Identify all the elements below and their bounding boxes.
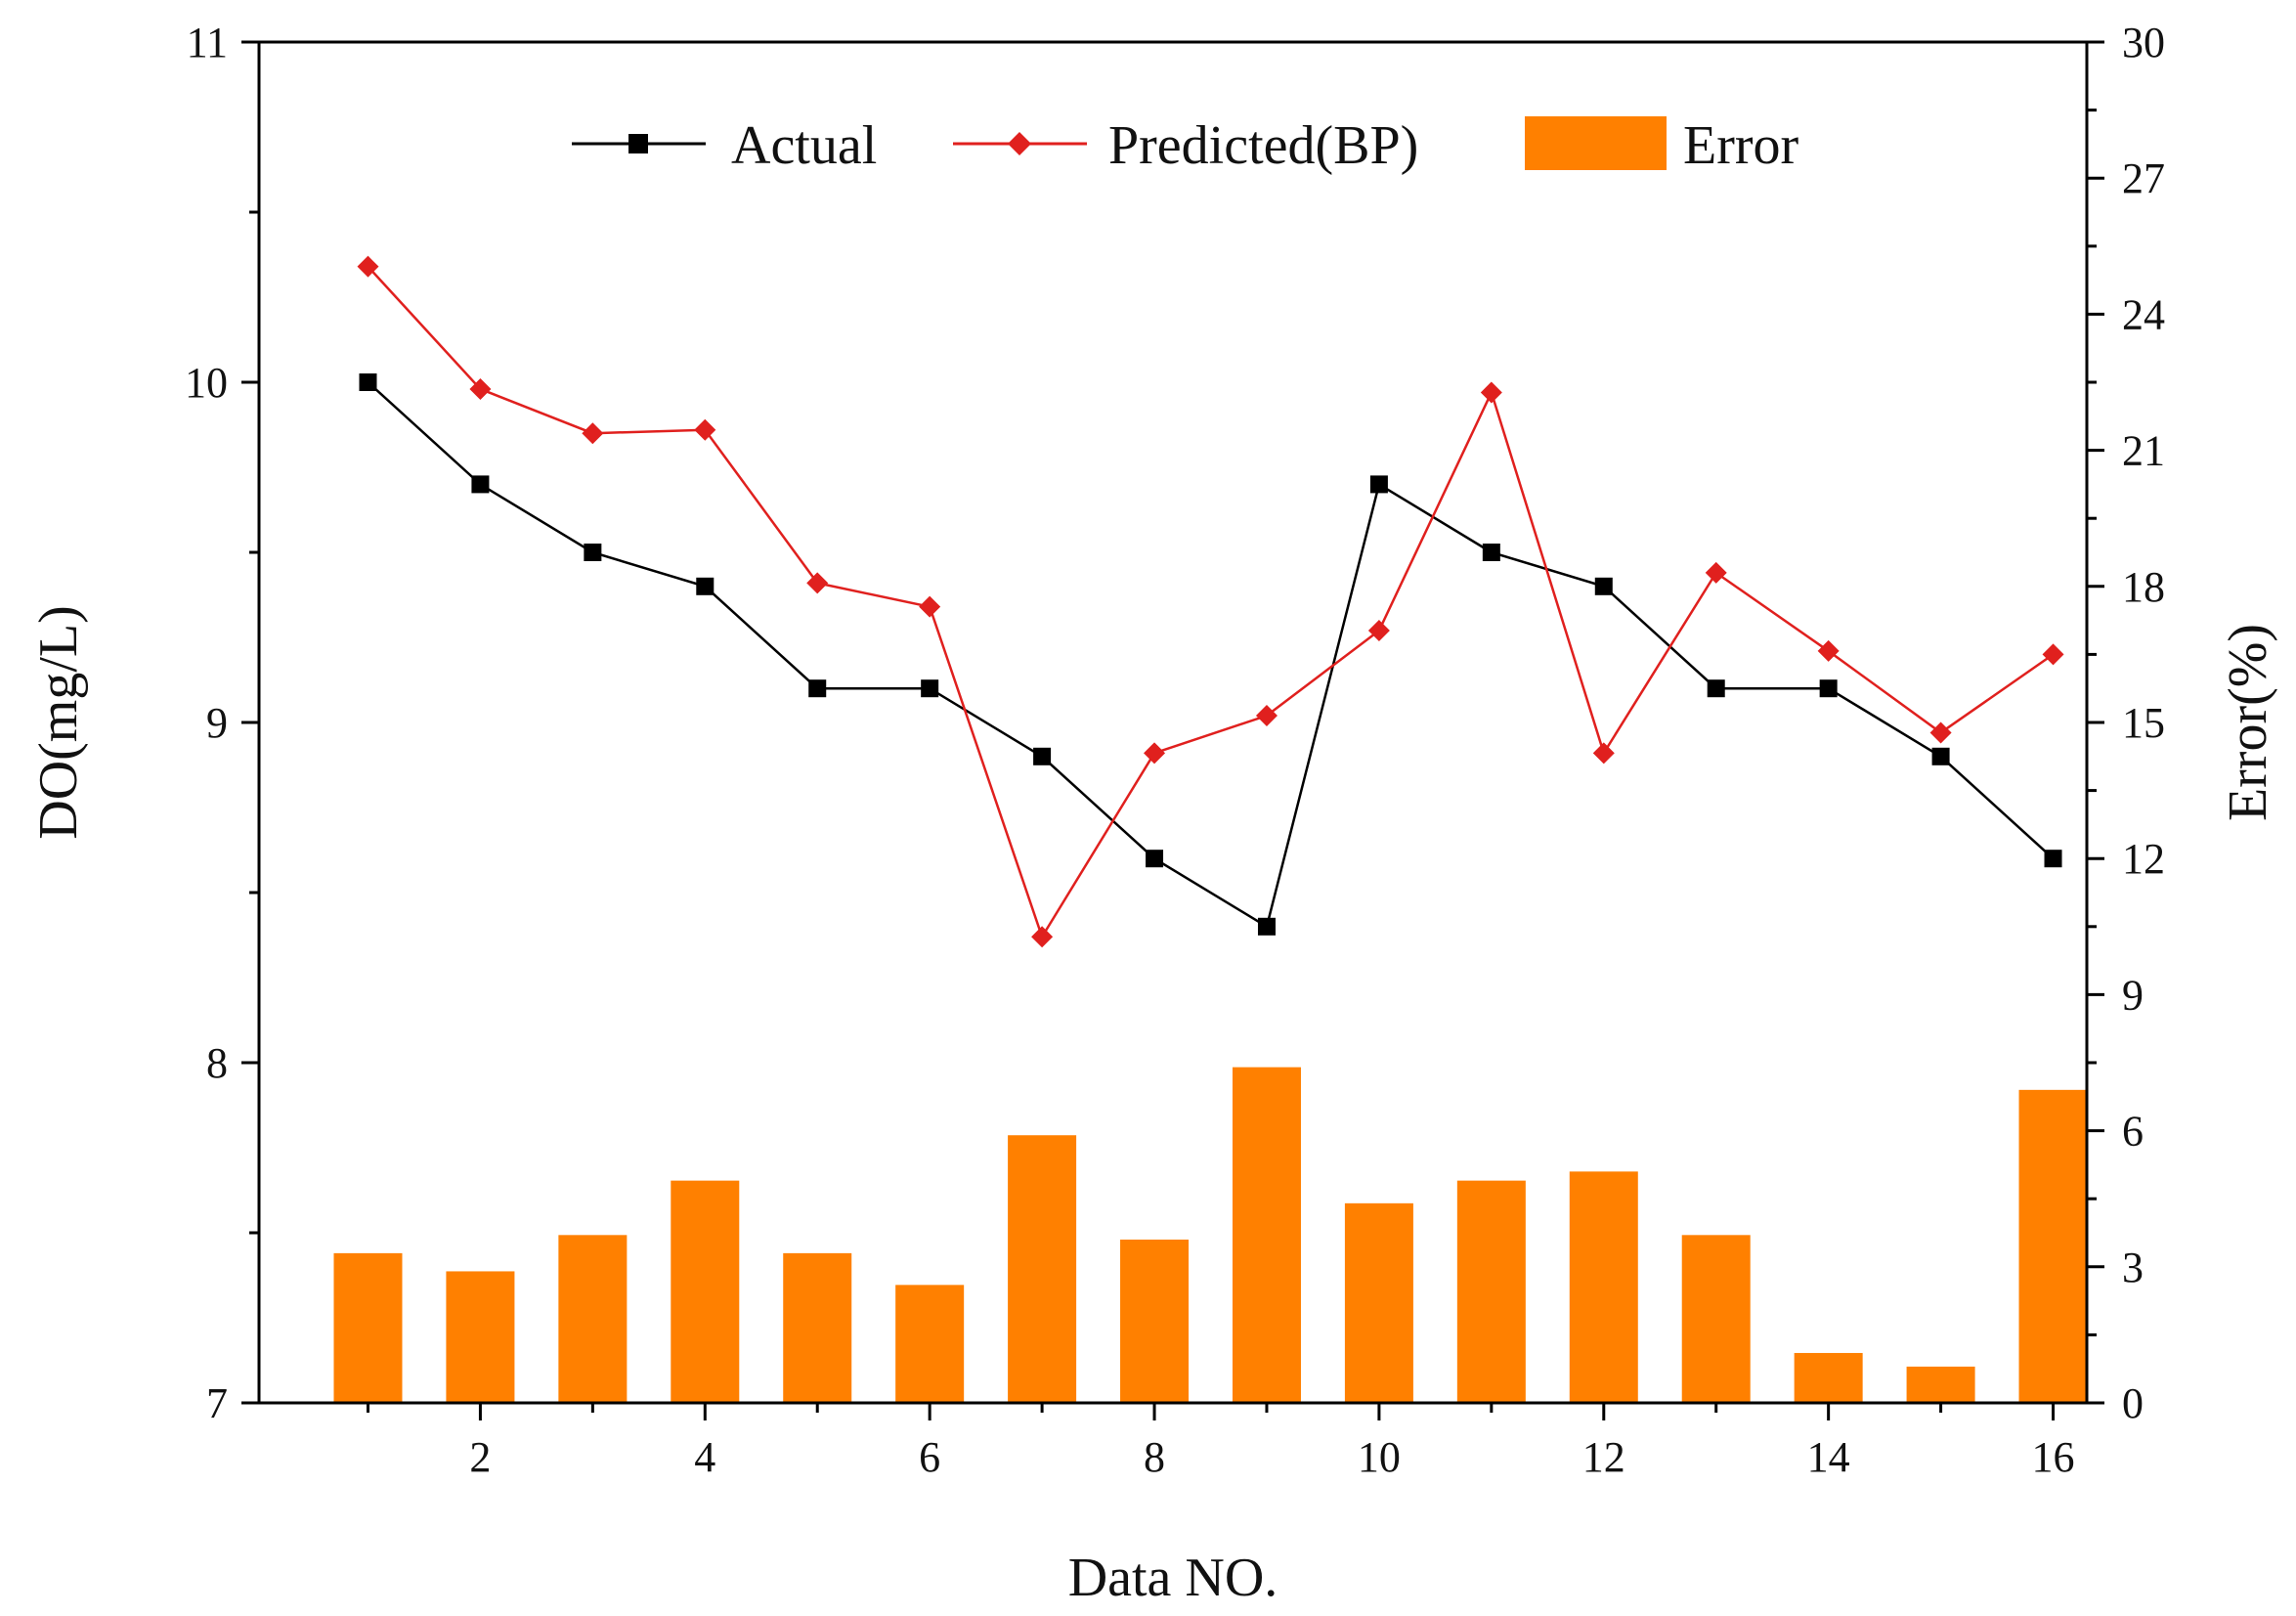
y-right-tick-label: 3 [2122,1244,2144,1291]
actual-point [1033,747,1052,765]
x-axis-title: Data NO. [1068,1548,1278,1608]
predicted-bp-point [1367,620,1390,642]
error-bar [333,1252,403,1403]
actual-point [921,679,939,698]
error-bars [333,1067,2088,1403]
predicted-bp-point [1480,381,1502,404]
plot-frame [257,40,2089,1405]
predicted-bp-point [1255,705,1278,727]
x-tick-label: 2 [469,1433,491,1481]
y-right-tick-label: 18 [2122,563,2165,611]
x-tick-label: 8 [1144,1433,1165,1481]
y-left-tick-label: 10 [185,359,228,407]
x-tick-label: 6 [919,1433,940,1481]
actual-point [1594,577,1613,595]
legend-predicted-swatch-marker [1008,132,1031,155]
x-tick-label: 10 [1358,1433,1401,1481]
actual-point [1257,917,1276,936]
error-bar [1456,1180,1526,1403]
x-tick-label: 16 [2032,1433,2075,1481]
actual-point [1707,679,1725,698]
predicted-bp-point [1705,561,1727,584]
actual-point [1819,679,1838,698]
y-left-tick-label: 9 [206,699,228,747]
y-right-tick-label: 0 [2122,1379,2144,1427]
error-bar [1569,1171,1638,1403]
y-left-tick-label: 8 [206,1039,228,1087]
error-bar [2018,1089,2088,1403]
legend: Actual Predicted(BP) Error [572,115,1799,176]
error-bar [1794,1352,1863,1403]
y-right-tick-label: 12 [2122,835,2165,883]
error-bar [1008,1135,1077,1403]
y-left-tick-label: 11 [187,19,228,66]
error-bar [1681,1235,1751,1403]
y-left-tick-label: 7 [206,1379,228,1427]
predicted-bp-point [919,595,941,618]
y-right-tick-label: 21 [2122,427,2165,475]
predicted-bp-point [1592,742,1615,764]
y-right-tick-label: 15 [2122,699,2165,747]
predicted-bp-point [357,255,379,278]
legend-predicted-label: Predicted(BP) [1108,115,1418,176]
predicted-bp-point [806,572,829,594]
predicted-bp-point [1817,639,1840,662]
legend-actual-swatch-marker [628,134,648,153]
predicted-bp-point [2042,643,2064,666]
y-right-tick-label: 24 [2122,290,2165,338]
error-bar [895,1285,965,1403]
predicted-bp-point [1929,721,1952,744]
axes [257,40,2089,1405]
x-tick-label: 12 [1582,1433,1625,1481]
y-right-tick-label: 27 [2122,154,2165,202]
error-bar [1906,1366,1975,1403]
legend-actual-label: Actual [731,115,877,176]
actual-point [1146,850,1164,868]
y-axis-left-title: DO(mg/L) [28,605,89,840]
error-bar [671,1180,740,1403]
error-bar [1120,1239,1190,1403]
actual-series-line [367,381,2055,929]
predicted-bp-series-line [367,265,2055,940]
actual-point [1482,544,1500,561]
actual-point [471,475,490,494]
error-bar [783,1252,852,1403]
legend-error-swatch [1525,116,1667,170]
predicted-bp-point [582,422,604,445]
actual-point [584,544,602,561]
y-right-tick-label: 9 [2122,971,2144,1019]
predicted-bp-point [694,418,716,441]
y-axis-right-title: Error(%) [2218,624,2278,821]
actual-point [696,577,715,595]
legend-error-label: Error [1683,115,1799,176]
predicted-bp-point [1144,742,1166,764]
actual-point [1369,475,1388,494]
y-right-tick-label: 30 [2122,19,2165,66]
error-bar [446,1271,515,1403]
actual-point [359,373,377,391]
y-right-tick-label: 6 [2122,1108,2144,1156]
error-bar [1344,1202,1413,1403]
actual-point [2044,850,2062,868]
predicted-bp-point [1031,926,1054,948]
line-series [357,255,2064,948]
x-tick-label: 4 [694,1433,715,1481]
actual-point [1931,747,1950,765]
error-bar [1232,1067,1301,1403]
x-tick-label: 14 [1807,1433,1850,1481]
actual-point [808,679,827,698]
predicted-bp-point [469,377,492,400]
error-bar [558,1235,628,1403]
